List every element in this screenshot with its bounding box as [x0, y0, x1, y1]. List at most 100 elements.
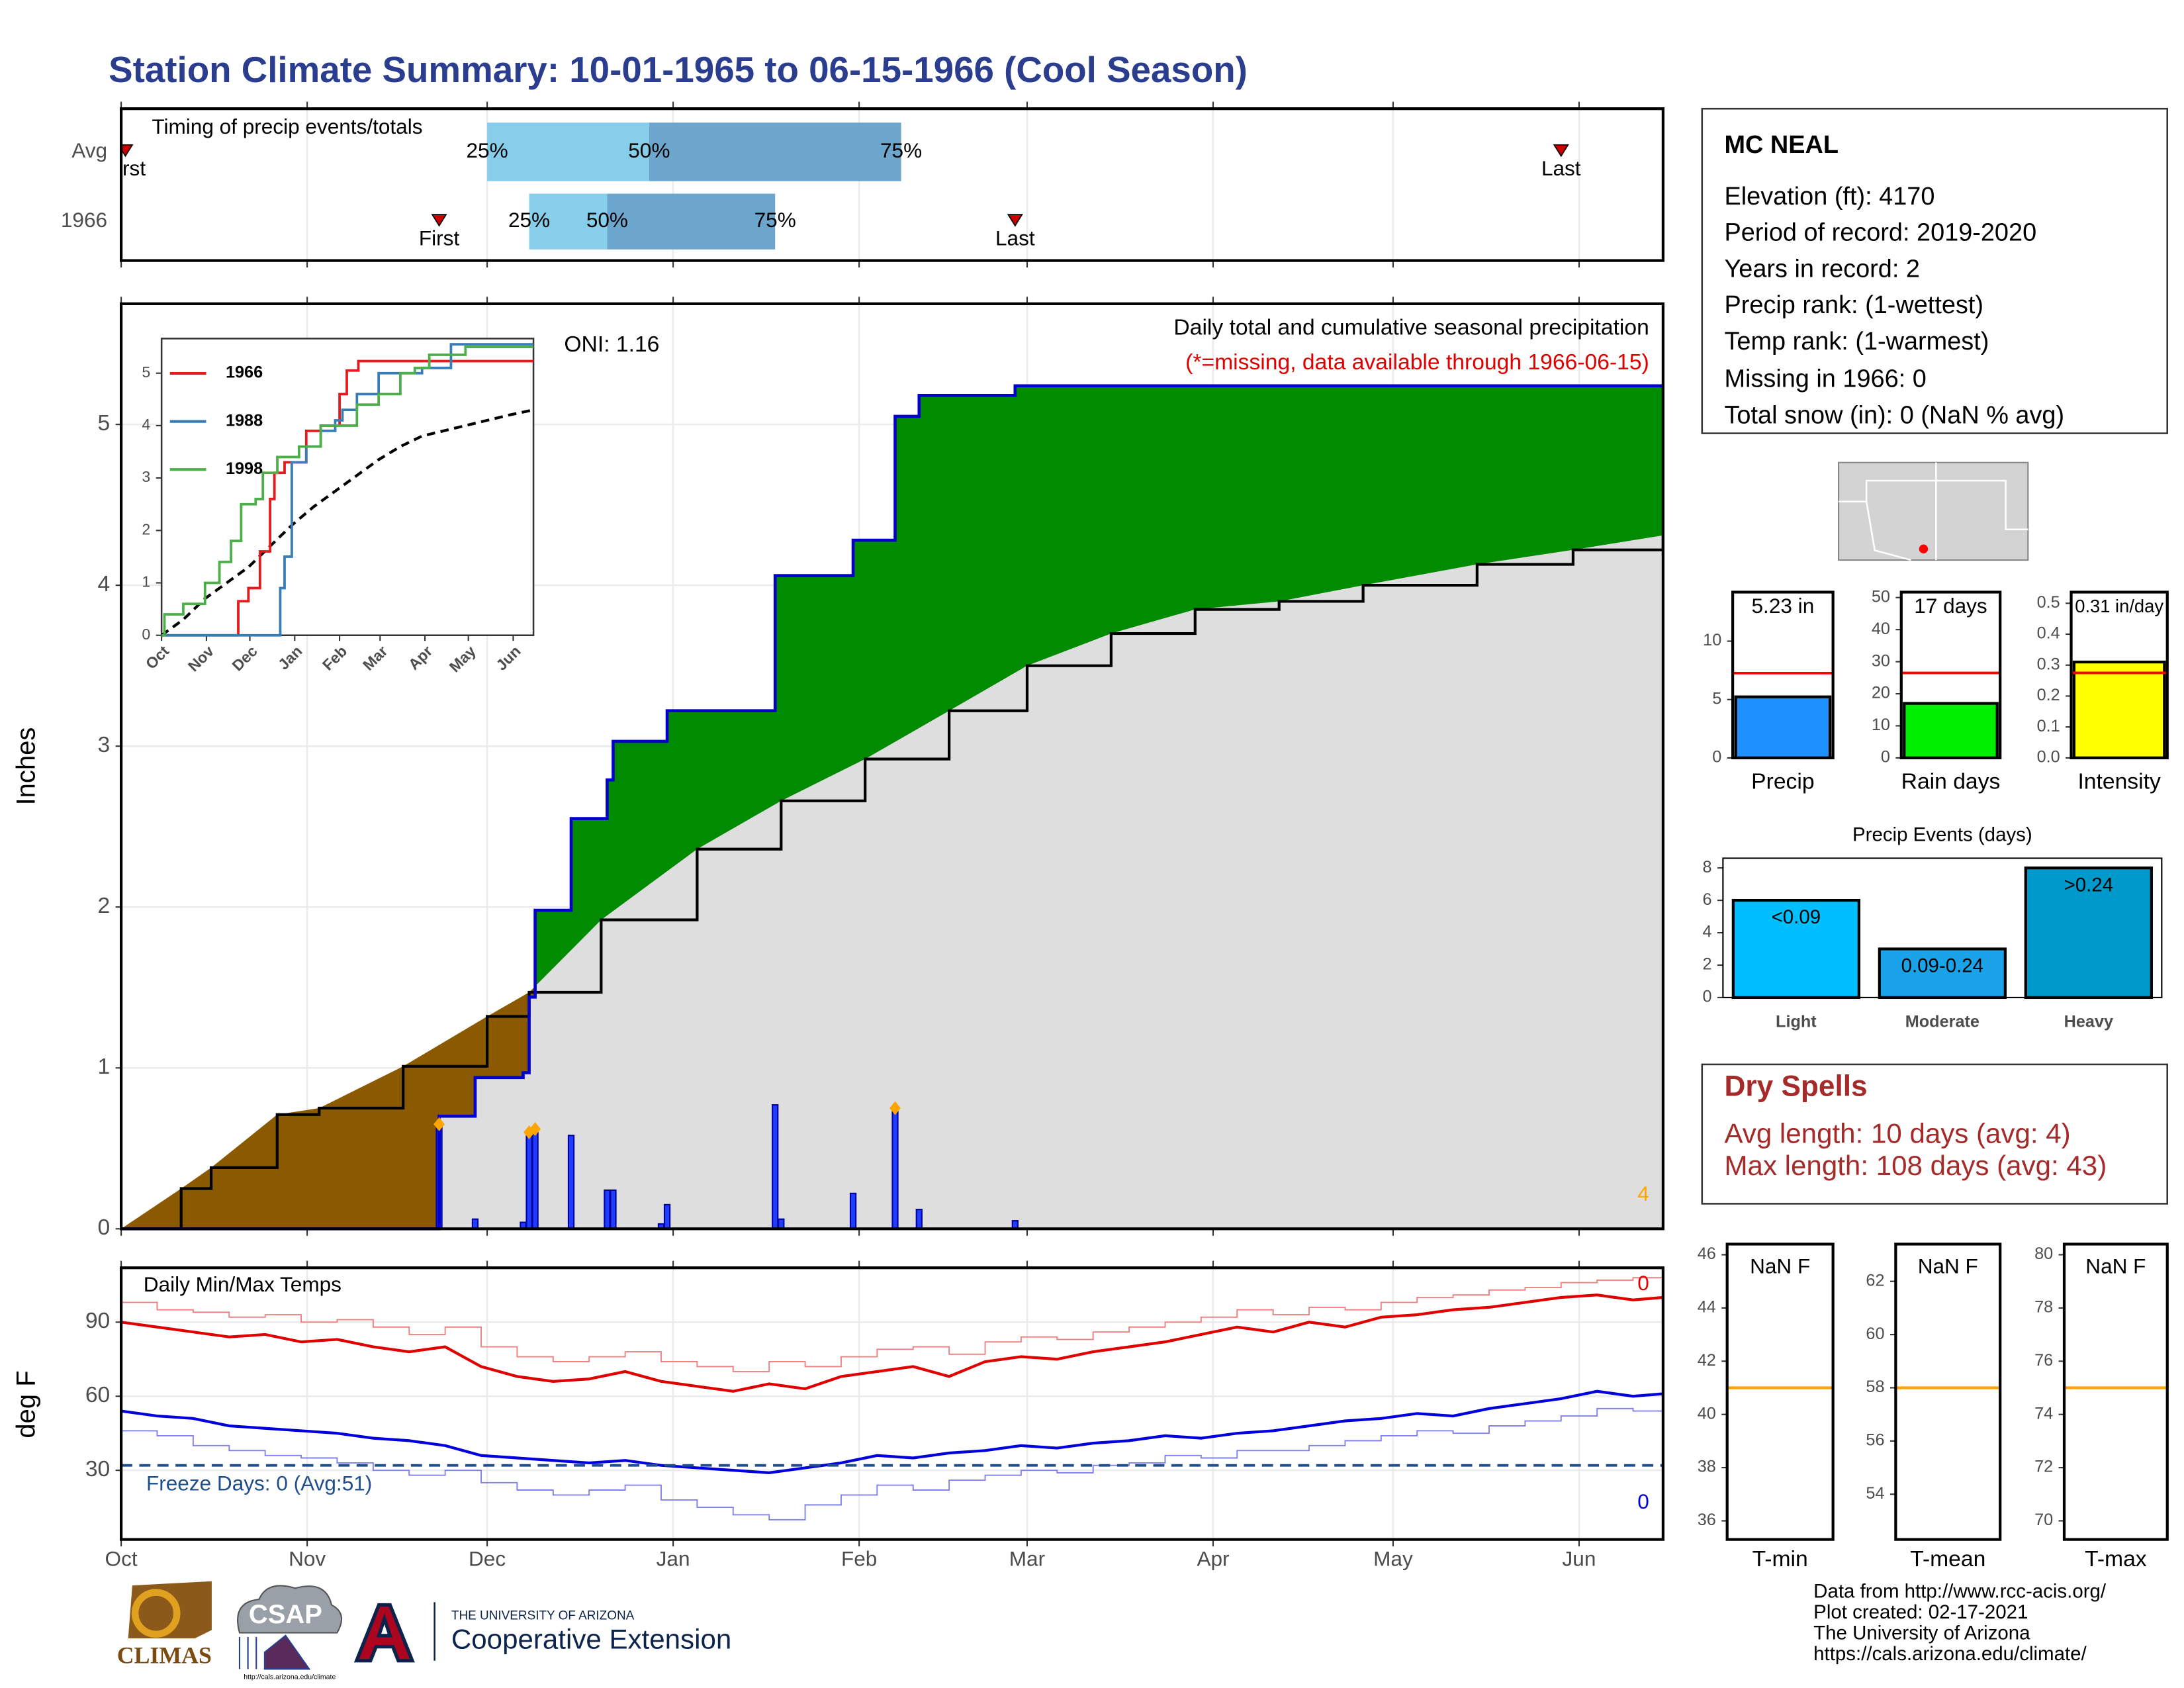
y-tick-label: 1 — [98, 1055, 111, 1079]
y-tick-label: 5 — [1712, 689, 1721, 708]
plot-border — [1894, 1243, 2002, 1541]
plot-panel — [1895, 1244, 2001, 1540]
bar — [1734, 695, 1832, 760]
y-tick-label: 30 — [85, 1457, 110, 1481]
event-label: First — [419, 226, 460, 250]
category-label: Heavy — [2064, 1012, 2113, 1031]
x-tick-label: Dec — [469, 1547, 506, 1571]
y-tick-label: 72 — [2034, 1458, 2053, 1476]
legend-label: 1998 — [226, 459, 263, 478]
daily-step-line — [121, 1277, 1663, 1372]
y-tick-label: 0 — [98, 1215, 111, 1240]
csap-logo: CSAP http://cals.arizona.edu/climate — [237, 1585, 343, 1681]
category-label: Rain days — [1901, 770, 2001, 794]
value-label: 5.23 in — [1752, 594, 1815, 618]
plot-border — [1722, 857, 2163, 998]
plot-border — [119, 1266, 1664, 1541]
y-tick-label: 2 — [142, 520, 150, 538]
credit-line: Plot created: 02-17-2021 — [1813, 1601, 2028, 1623]
average-line — [121, 535, 1664, 1231]
y-tick-label: 74 — [2034, 1404, 2053, 1423]
y-tick-label: 10 — [1703, 631, 1721, 649]
ua-extension: Cooperative Extension — [451, 1623, 731, 1654]
daily-bar — [778, 1218, 785, 1230]
value-label: 17 days — [1914, 594, 1987, 618]
x-tick-label: Mar — [1009, 1547, 1045, 1571]
event-label: Last — [995, 226, 1035, 250]
flag-marker — [433, 1117, 445, 1131]
y-tick-label: 56 — [1866, 1431, 1884, 1450]
quartile-label: 25% — [467, 138, 508, 162]
plot-panel — [121, 1268, 1663, 1540]
y-tick-label: 20 — [1872, 684, 1890, 702]
y-tick-label: 78 — [2034, 1298, 2053, 1317]
plot-border — [1731, 590, 1835, 760]
daily-bar — [610, 1189, 617, 1230]
station-location — [1919, 544, 1929, 553]
y-tick-label: 5 — [98, 411, 111, 436]
y-tick-label: 0 — [1702, 988, 1711, 1006]
ua-logo: THE UNIVERSITY OF ARIZONA Cooperative Ex… — [353, 1602, 731, 1663]
value-label: 0.31 in/day — [2075, 596, 2163, 616]
y-tick-label: 0.5 — [2037, 593, 2060, 612]
y-axis-label: Inches — [12, 727, 41, 806]
event-marker — [1007, 214, 1023, 227]
y-tick-label: 80 — [2034, 1244, 2053, 1263]
plot-border — [119, 302, 1664, 1231]
daily-bar — [849, 1192, 857, 1230]
ua-name: THE UNIVERSITY OF ARIZONA — [451, 1609, 635, 1622]
y-tick-label: 2 — [98, 894, 111, 918]
daily-line — [121, 1293, 1663, 1393]
climas-text: CLIMAS — [117, 1642, 212, 1669]
csap-text: CSAP — [249, 1600, 322, 1629]
chart-title: Timing of precip events/totals — [152, 115, 422, 138]
daily-bar — [471, 1218, 479, 1230]
y-tick-label: 36 — [1698, 1511, 1716, 1529]
daily-bar — [604, 1189, 611, 1230]
state-borders — [1839, 462, 1937, 561]
category-label: T-mean — [1910, 1547, 1985, 1571]
category-label: Intensity — [2077, 770, 2161, 794]
plot-panel — [2064, 1244, 2167, 1540]
y-tick-label: 40 — [1698, 1404, 1716, 1423]
threshold-label: 0.09-0.24 — [1901, 955, 1983, 977]
daily-bar — [525, 1131, 533, 1230]
category-label: Moderate — [1905, 1012, 1979, 1031]
y-tick-label: 38 — [1698, 1458, 1716, 1476]
y-tick-label: 3 — [142, 468, 150, 485]
station-name: MC NEAL — [1724, 131, 1839, 159]
dry-spells-title: Dry Spells — [1724, 1070, 1867, 1102]
y-tick-label: 0.0 — [2037, 748, 2060, 767]
average-line — [160, 408, 534, 637]
y-tick-label: 0.1 — [2037, 717, 2060, 735]
y-tick-label: 54 — [1866, 1484, 1884, 1503]
quartile-label: 25% — [508, 208, 550, 232]
series-line — [161, 359, 534, 637]
y-tick-label: 60 — [85, 1383, 110, 1407]
bar — [1903, 702, 1999, 760]
y-tick-label: 4 — [142, 416, 150, 433]
x-tick-label: Jun — [1563, 1547, 1596, 1571]
credit-line: Data from http://www.rcc-acis.org/ — [1813, 1580, 2107, 1602]
x-tick-label: Feb — [841, 1547, 877, 1571]
y-tick-label: 62 — [1866, 1271, 1884, 1289]
y-tick-label: 76 — [2034, 1351, 2053, 1370]
station-line: Precip rank: (1-wettest) — [1724, 291, 1983, 319]
plot-border — [2070, 590, 2169, 760]
daily-step-line — [121, 1403, 1663, 1521]
quartile-bar — [487, 122, 649, 181]
y-tick-label: 70 — [2034, 1511, 2053, 1529]
credit-line: https://cals.arizona.edu/climate/ — [1813, 1643, 2087, 1665]
x-tick-label: Oct — [105, 1547, 138, 1571]
y-tick-label: 46 — [1698, 1244, 1716, 1263]
y-tick-label: 5 — [142, 363, 150, 381]
row-label: 1966 — [61, 208, 107, 232]
category-label: Precip — [1751, 770, 1814, 794]
climas-logo: CLIMAS — [117, 1581, 212, 1669]
plot-border — [1899, 590, 2002, 760]
daily-bar — [772, 1104, 779, 1230]
chart-title: Precip Events (days) — [1852, 824, 2032, 846]
daily-bar — [915, 1209, 923, 1230]
dry-spells-box — [1701, 1063, 2169, 1205]
plot-border — [119, 107, 1664, 262]
